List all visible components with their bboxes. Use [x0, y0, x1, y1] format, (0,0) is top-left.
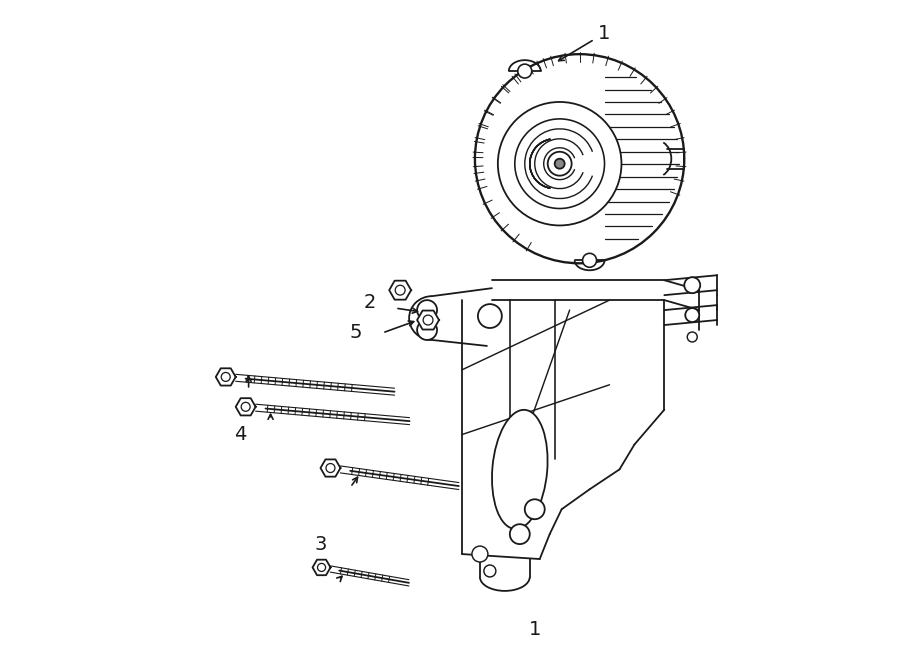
Circle shape: [472, 546, 488, 562]
Polygon shape: [312, 560, 330, 575]
Circle shape: [241, 403, 250, 411]
Circle shape: [484, 565, 496, 577]
Ellipse shape: [492, 410, 547, 529]
Circle shape: [688, 332, 698, 342]
Text: 3: 3: [314, 535, 327, 554]
Circle shape: [515, 119, 605, 208]
Circle shape: [475, 54, 684, 263]
Text: 5: 5: [349, 323, 362, 342]
Circle shape: [582, 253, 597, 267]
Polygon shape: [320, 459, 340, 477]
Polygon shape: [216, 368, 236, 385]
Circle shape: [685, 308, 699, 322]
Circle shape: [684, 277, 700, 293]
Circle shape: [518, 64, 532, 78]
Circle shape: [318, 563, 326, 572]
Circle shape: [554, 159, 564, 169]
Circle shape: [548, 152, 572, 176]
Text: 1: 1: [529, 621, 542, 639]
Circle shape: [478, 304, 502, 328]
Circle shape: [417, 320, 437, 340]
Circle shape: [509, 524, 530, 544]
Text: 1: 1: [598, 24, 611, 43]
Text: 4: 4: [235, 425, 247, 444]
Circle shape: [395, 286, 405, 295]
Circle shape: [417, 300, 437, 320]
Circle shape: [498, 102, 622, 225]
Circle shape: [423, 315, 433, 325]
Polygon shape: [417, 311, 439, 330]
Text: 2: 2: [364, 293, 376, 311]
Circle shape: [221, 372, 230, 381]
Circle shape: [326, 463, 335, 473]
Polygon shape: [236, 398, 256, 415]
Circle shape: [525, 499, 544, 519]
Polygon shape: [389, 281, 411, 299]
